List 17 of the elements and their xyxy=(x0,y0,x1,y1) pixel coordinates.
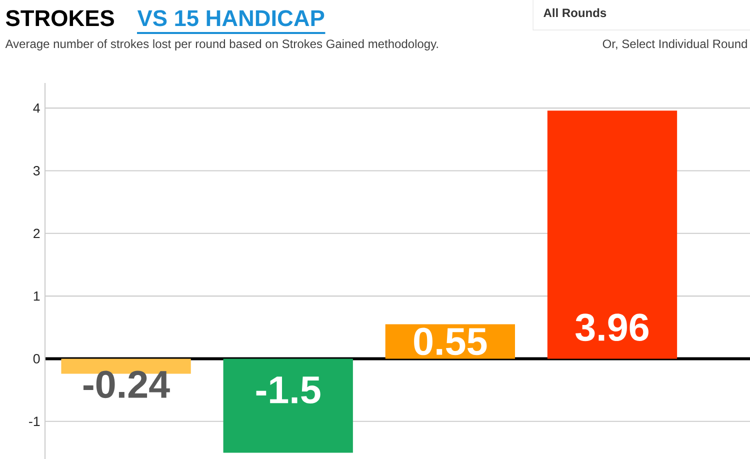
y-tick-label: 4 xyxy=(33,103,40,113)
data-label: 0.55 xyxy=(414,328,487,356)
y-tick-label: 0 xyxy=(33,354,40,364)
y-tick-label: 3 xyxy=(33,166,40,176)
chart-title: STROKES xyxy=(6,10,114,26)
y-tick-label: -1 xyxy=(29,416,40,426)
y-tick-label: 2 xyxy=(34,228,40,238)
data-label: -1.5 xyxy=(256,376,320,404)
bar xyxy=(547,110,678,359)
data-label: -0.24 xyxy=(83,370,170,398)
y-tick-label: 1 xyxy=(34,291,40,301)
text: VS 15 HANDICAP xyxy=(137,10,324,26)
bar xyxy=(223,358,353,453)
data-label: 3.96 xyxy=(575,314,648,342)
text: All Rounds xyxy=(544,8,606,18)
chart-subtitle: Average number of strokes lost per round based on Strokes Gained methodology. xyxy=(5,39,438,50)
text: Or, Select Individual Round xyxy=(602,39,747,50)
